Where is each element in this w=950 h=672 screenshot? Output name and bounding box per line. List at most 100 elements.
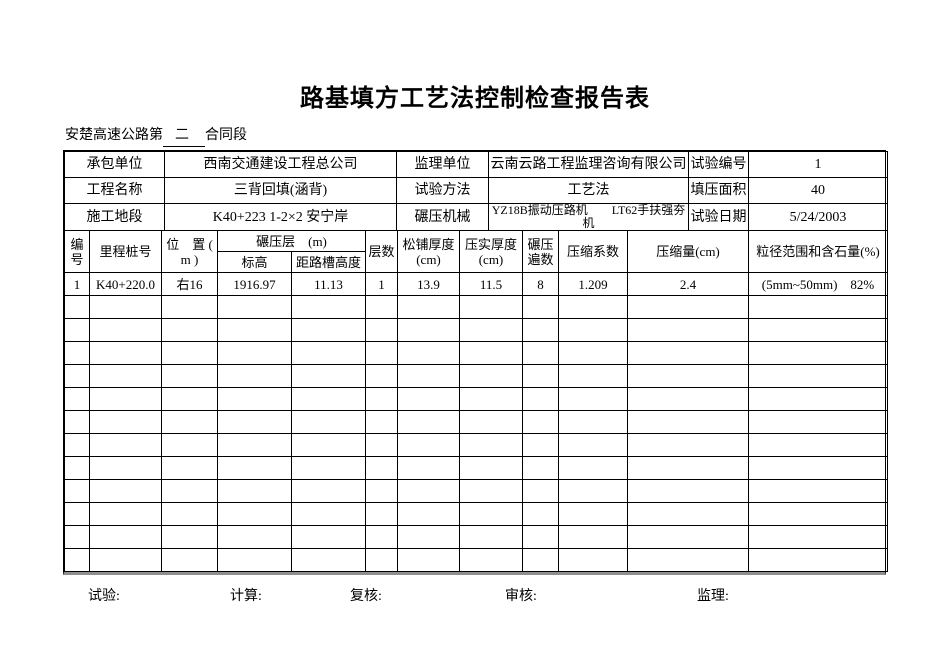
grid-empty-cell	[522, 456, 559, 480]
grid-empty-cell	[291, 387, 366, 411]
grid-empty-cell	[217, 341, 292, 365]
grid-empty-cell	[89, 410, 162, 434]
grid-empty-cell	[522, 318, 559, 342]
grid-empty-cell	[522, 341, 559, 365]
info-row: 施工地段 K40+223 1-2×2 安宁岸 碾压机械 YZ18B振动压路机 L…	[64, 203, 888, 231]
grid-empty-cell	[291, 295, 366, 319]
grid-empty-cell	[291, 548, 366, 572]
grid-empty-cell	[397, 387, 460, 411]
grid-empty-cell	[558, 387, 628, 411]
grid-empty-cell	[161, 433, 218, 457]
grid-empty-cell	[627, 479, 749, 503]
header-compression-amount-cell: 压缩量(cm)	[627, 230, 749, 273]
grid-empty-cell	[89, 479, 162, 503]
grid-empty-cell	[217, 433, 292, 457]
data-cell-compacted-thickness: 11.5	[459, 272, 523, 296]
header-compacted-thickness-cell: 压实厚度 (cm)	[459, 230, 523, 273]
grid-empty-cell	[64, 295, 90, 319]
grid-empty-cell	[89, 502, 162, 526]
grid-empty-cell	[365, 295, 398, 319]
grid-empty-cell	[459, 341, 523, 365]
grid-empty-cell	[748, 387, 888, 411]
grid-empty-cell	[748, 433, 888, 457]
grid-empty-cell	[161, 364, 218, 388]
grid-empty-cell	[627, 387, 749, 411]
project-name-label-cell: 工程名称	[64, 177, 165, 204]
grid-empty-cell	[161, 525, 218, 549]
construction-section-label-cell: 施工地段	[64, 203, 165, 231]
grid-empty-cell	[522, 364, 559, 388]
rolling-machine-label-cell: 碾压机械	[396, 203, 489, 231]
signature-review-label: 复核:	[350, 589, 382, 604]
grid-empty-cell	[161, 548, 218, 572]
project-name-value-cell: 三背回填(涵背)	[164, 177, 397, 204]
grid-empty-cell	[627, 433, 749, 457]
grid-empty-row	[64, 295, 888, 319]
grid-empty-cell	[397, 548, 460, 572]
grid-empty-cell	[217, 479, 292, 503]
grid-empty-cell	[161, 479, 218, 503]
grid-empty-row	[64, 456, 888, 480]
grid-empty-cell	[522, 410, 559, 434]
supervisor-value-cell: 云南云路工程监理咨询有限公司	[488, 151, 689, 178]
grid-empty-cell	[161, 295, 218, 319]
grid-empty-cell	[522, 548, 559, 572]
grid-empty-cell	[748, 548, 888, 572]
grid-empty-cell	[748, 525, 888, 549]
data-cell-passes: 8	[522, 272, 559, 296]
grid-empty-cell	[161, 387, 218, 411]
grid-empty-cell	[627, 341, 749, 365]
info-row: 工程名称 三背回填(涵背) 试验方法 工艺法 填压面积 40	[64, 177, 888, 204]
grid-empty-cell	[89, 548, 162, 572]
grid-empty-cell	[748, 364, 888, 388]
grid-empty-cell	[64, 341, 90, 365]
grid-empty-cell	[627, 295, 749, 319]
grid-empty-cell	[522, 502, 559, 526]
grid-empty-row	[64, 433, 888, 457]
grid-empty-cell	[748, 410, 888, 434]
grid-empty-cell	[291, 502, 366, 526]
grid-data-row: 1 K40+220.0 右16 1916.97 11.13 1 13.9 11.…	[64, 272, 888, 296]
grid-empty-cell	[397, 456, 460, 480]
grid-empty-cell	[291, 433, 366, 457]
grid-empty-cell	[558, 433, 628, 457]
grid-empty-cell	[558, 525, 628, 549]
data-cell-station: K40+220.0	[89, 272, 162, 296]
grid-empty-cell	[291, 341, 366, 365]
grid-empty-cell	[365, 456, 398, 480]
header-passes-cell: 碾压遍数	[522, 230, 559, 273]
test-date-value-cell: 5/24/2003	[748, 203, 888, 231]
grid-empty-cell	[365, 318, 398, 342]
contract-line: 安楚高速公路第二合同段	[65, 126, 950, 147]
grid-empty-cell	[748, 295, 888, 319]
data-cell-loose-thickness: 13.9	[397, 272, 460, 296]
grid-empty-cell	[558, 341, 628, 365]
contract-section-blank: 二	[163, 126, 205, 147]
grid-empty-cell	[459, 387, 523, 411]
grid-empty-row	[64, 479, 888, 503]
grid-empty-cell	[748, 318, 888, 342]
header-rolling-layer-cell: 碾压层 (m)	[217, 230, 366, 252]
signature-test-label: 试验:	[88, 589, 120, 604]
grid-empty-cell	[365, 410, 398, 434]
grid-empty-row	[64, 525, 888, 549]
contractor-label-cell: 承包单位	[64, 151, 165, 178]
grid-empty-cell	[627, 502, 749, 526]
fill-area-label-cell: 填压面积	[688, 177, 749, 204]
grid-empty-cell	[365, 387, 398, 411]
grid-empty-cell	[161, 410, 218, 434]
header-position-cell: 位 置 ( m )	[161, 230, 218, 273]
grid-empty-cell	[748, 479, 888, 503]
test-method-label-cell: 试验方法	[396, 177, 489, 204]
grid-empty-cell	[627, 525, 749, 549]
grid-empty-cell	[64, 318, 90, 342]
grid-empty-cell	[217, 502, 292, 526]
grid-empty-cell	[397, 364, 460, 388]
test-method-value-cell: 工艺法	[488, 177, 689, 204]
grid-empty-cell	[291, 479, 366, 503]
data-cell-no: 1	[64, 272, 90, 296]
data-cell-layer-count: 1	[365, 272, 398, 296]
grid-empty-cell	[558, 479, 628, 503]
test-number-value-cell: 1	[748, 151, 888, 178]
